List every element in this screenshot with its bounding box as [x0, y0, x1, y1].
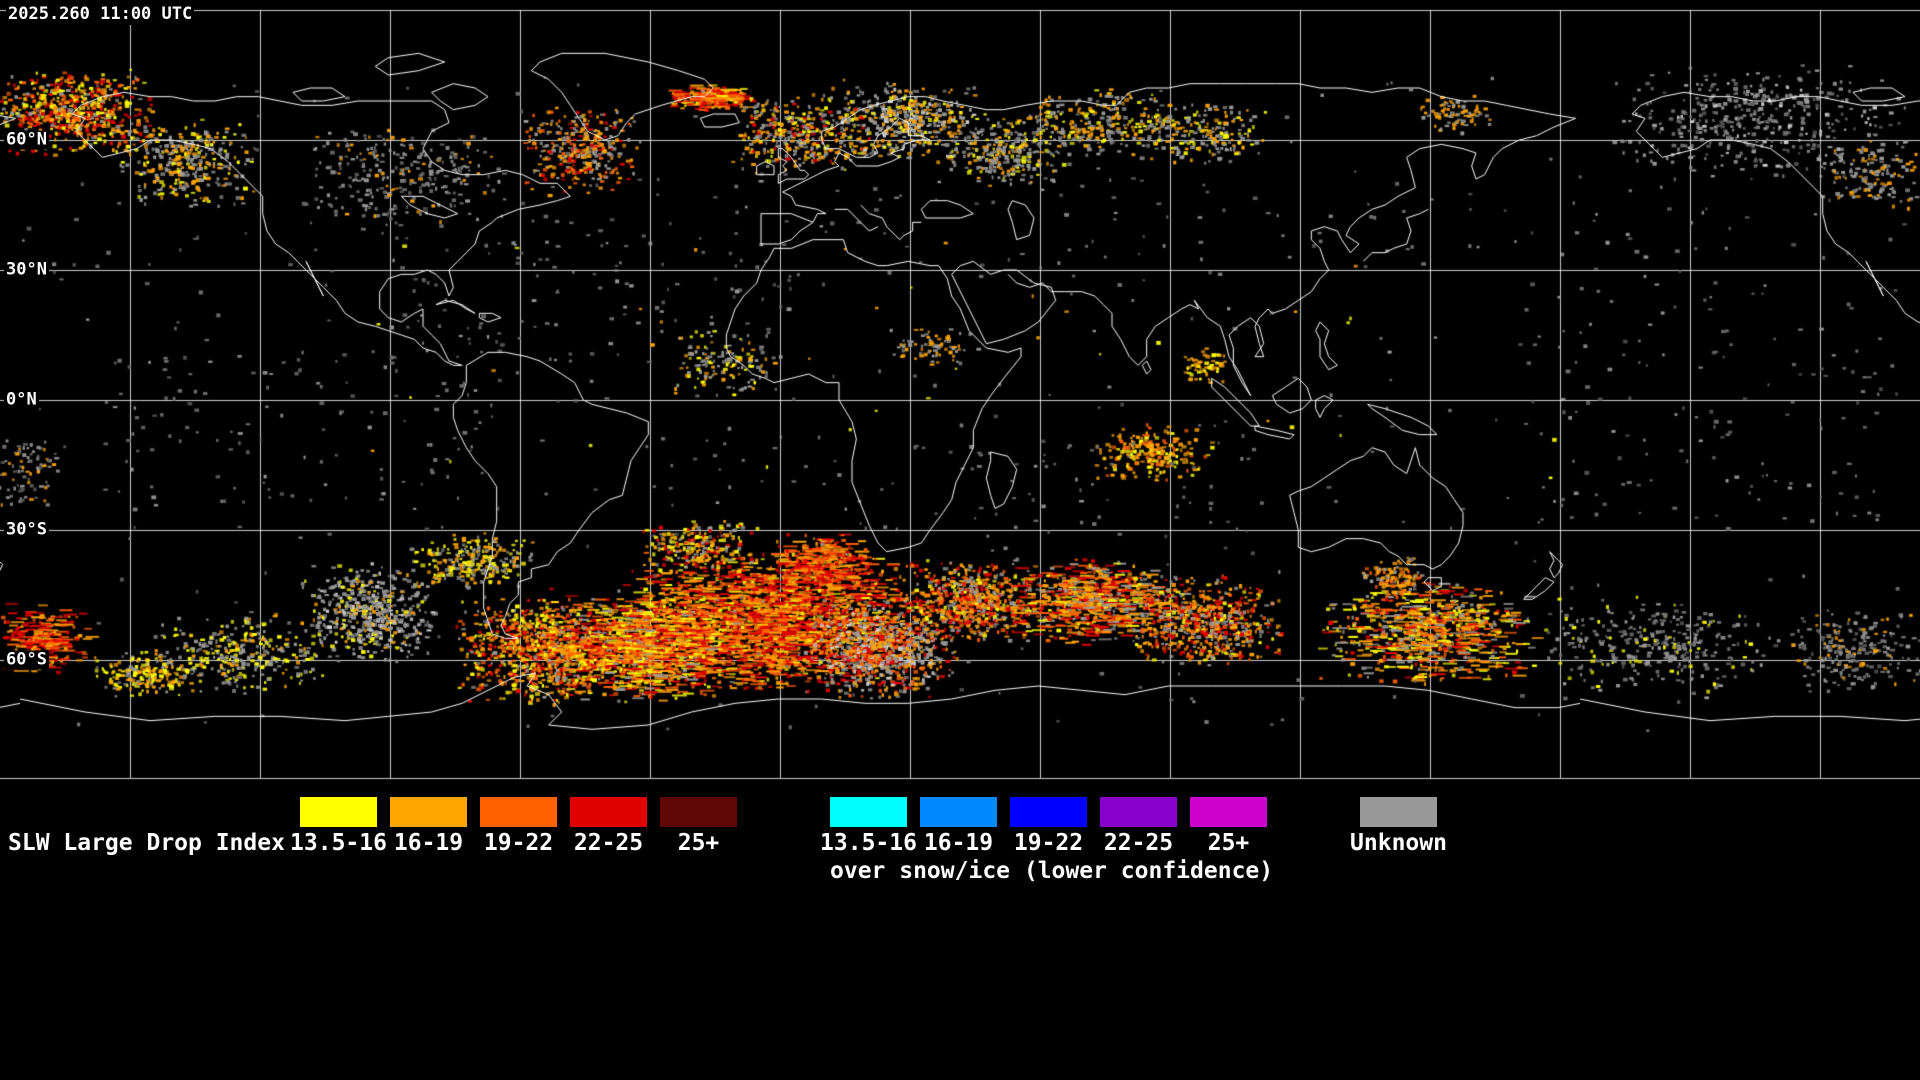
latitude-label: 0°N [4, 389, 39, 410]
legend-range-label: 16-19 [923, 830, 994, 856]
legend-range-label: 22-25 [1103, 830, 1174, 856]
legend: SLW Large Drop Index 13.5-16 16-19 19-22 22… [0, 792, 1920, 1080]
legend-range-label: 13.5-16 [290, 830, 387, 856]
legend-range-label: 19-22 [1013, 830, 1084, 856]
legend-swatch [480, 797, 557, 827]
legend-range-label: 13.5-16 [820, 830, 917, 856]
timestamp: 2025.260 11:00 UTC [6, 4, 195, 25]
latitude-label: 30°S [4, 519, 49, 540]
legend-range-label: 22-25 [573, 830, 644, 856]
legend-range-label: 19-22 [483, 830, 554, 856]
legend-snowice-caption: over snow/ice (lower confidence) [830, 858, 1274, 884]
legend-swatch [390, 797, 467, 827]
legend-swatch [830, 797, 907, 827]
legend-swatch [660, 797, 737, 827]
legend-snowice-labels: 13.5-16 16-19 19-22 22-25 25+ [820, 830, 1267, 856]
legend-swatch [570, 797, 647, 827]
legend-range-label: 25+ [1207, 830, 1250, 856]
legend-range-label: 16-19 [393, 830, 464, 856]
latitude-label: 30°N [4, 259, 49, 280]
latitude-label: 60°S [4, 649, 49, 670]
latitude-label: 60°N [4, 129, 49, 150]
legend-range-label: 25+ [677, 830, 720, 856]
legend-swatch [1190, 797, 1267, 827]
legend-swatch [1100, 797, 1177, 827]
legend-main-swatches [300, 797, 737, 827]
legend-unknown-swatch [1360, 797, 1437, 827]
legend-swatch [920, 797, 997, 827]
legend-title: SLW Large Drop Index [8, 830, 285, 856]
legend-swatch [300, 797, 377, 827]
legend-snowice-swatches [830, 797, 1267, 827]
legend-main-labels: 13.5-16 16-19 19-22 22-25 25+ [290, 830, 737, 856]
legend-unknown-label: Unknown [1350, 830, 1447, 856]
legend-swatch [1010, 797, 1087, 827]
